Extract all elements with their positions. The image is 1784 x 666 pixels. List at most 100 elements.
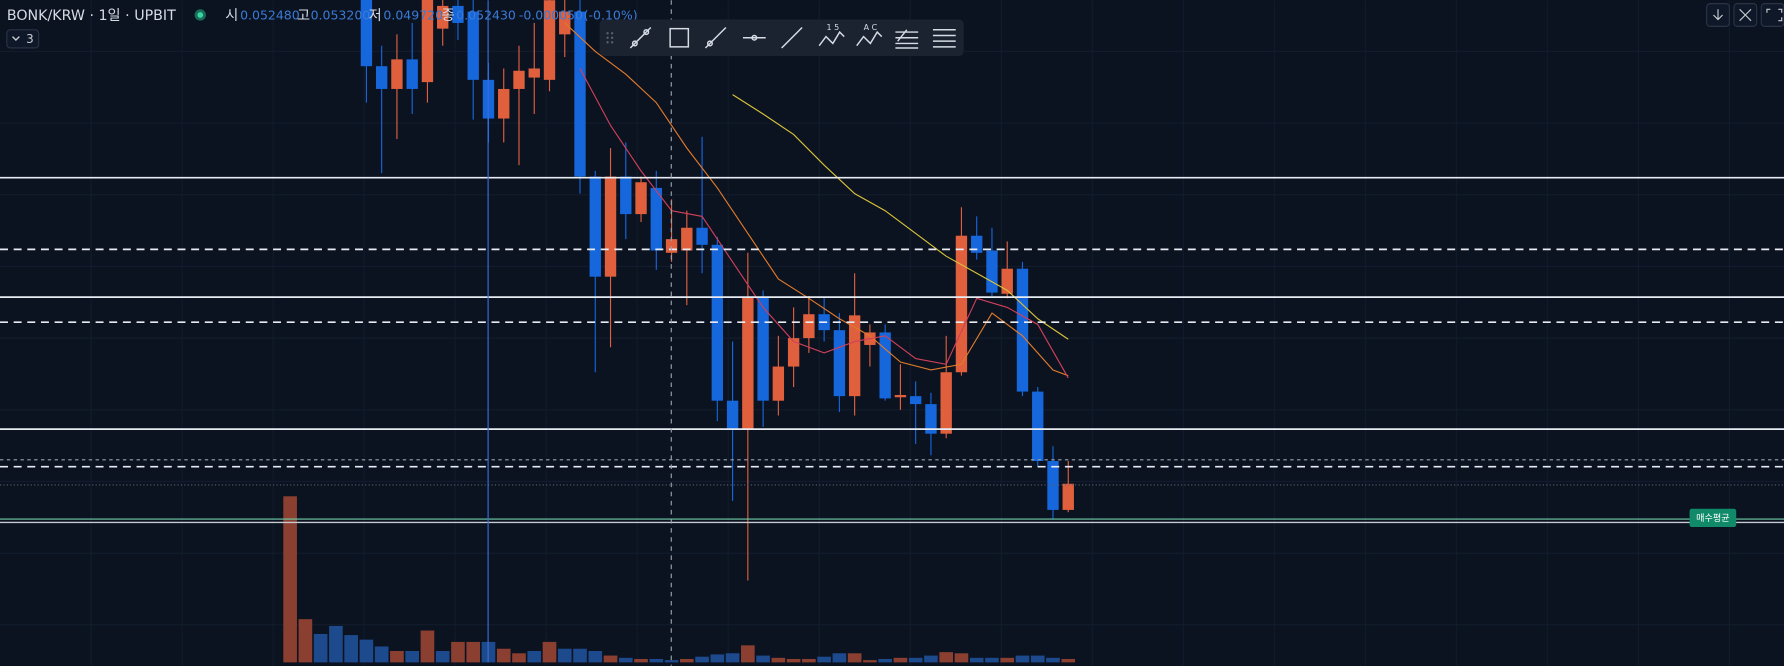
candle-body (635, 182, 647, 215)
low-value: 0.049720 (383, 8, 443, 23)
rect-tool[interactable] (669, 27, 690, 48)
candle-body (1016, 268, 1029, 392)
volume-bar (908, 657, 923, 663)
volume-bar (771, 657, 786, 663)
candle-body (574, 11, 586, 177)
candle-body (437, 5, 449, 29)
candle-body (848, 315, 861, 397)
volume-bar (847, 653, 862, 663)
volume-bar (679, 658, 694, 663)
open-value: 0.052480 (240, 8, 300, 23)
collapse-icon (1739, 8, 1752, 22)
volume-bar (618, 657, 633, 663)
volume-bar (329, 625, 343, 663)
volume-bar (985, 657, 999, 663)
volume-bar (313, 633, 328, 663)
fib-tool[interactable] (895, 29, 919, 49)
candle-body (879, 332, 891, 399)
candle-body (467, 11, 479, 80)
candle-body (650, 187, 662, 251)
candle-body (925, 404, 937, 434)
volume-bar (1046, 657, 1060, 663)
candle-body (772, 366, 785, 401)
volume-bar (542, 641, 557, 663)
chevron (12, 36, 20, 41)
high-value: 0.053200 (311, 8, 371, 23)
volume-bar (695, 656, 709, 663)
volume-bar (466, 641, 481, 663)
volume-bar (741, 645, 755, 663)
moving-average (564, 22, 1069, 377)
volume-bar (420, 630, 435, 663)
fullscreen-button[interactable] (1760, 3, 1784, 27)
volume-bar (390, 651, 404, 663)
hline-tool[interactable] (742, 34, 766, 41)
volume-bar (710, 654, 725, 663)
volume-bar (802, 658, 816, 663)
candle-body (971, 235, 983, 253)
wave-tool[interactable] (818, 30, 845, 47)
candle-body (757, 297, 769, 401)
volume-bar (1061, 658, 1076, 663)
avg-tag-bg (1689, 508, 1737, 527)
volume-bar (557, 648, 572, 663)
drawing-toolbar: 1 5 A C (599, 19, 964, 56)
volume-bar (878, 658, 892, 663)
candle-body (360, 0, 373, 67)
volume-bar (634, 658, 648, 663)
low-label: 저 (369, 7, 382, 24)
candle-body (1032, 391, 1044, 461)
volume-bar (817, 656, 831, 663)
volume-bar (924, 655, 938, 663)
collapse-button[interactable]: 3 (6, 29, 40, 49)
candle-body (803, 314, 815, 339)
candle-body (742, 297, 754, 430)
volume-bar (649, 658, 664, 663)
down-icon (1713, 9, 1723, 21)
candle-body (696, 227, 708, 245)
candle-body (543, 0, 556, 80)
candle-body (421, 0, 434, 83)
candle-body (726, 400, 739, 430)
trend-tool[interactable] (629, 26, 652, 49)
volume-bar (496, 648, 511, 663)
candle-body (406, 59, 418, 89)
open-label: 시 (225, 8, 238, 24)
volume-bar (1000, 657, 1015, 663)
menu-tool[interactable] (932, 29, 956, 48)
close-label: 종 (441, 8, 454, 24)
volume-bar (512, 653, 526, 663)
volume-bar (1030, 655, 1045, 663)
candle-body (620, 176, 632, 215)
candle-body (833, 330, 846, 397)
candle-body (604, 176, 617, 277)
header: BONK/KRW · 1일 · UPBIT 시 0.052480 고 0.053… (7, 7, 638, 24)
ray-tool[interactable] (704, 26, 727, 49)
volume-bar (603, 655, 618, 663)
close-value: 0.052430 (456, 8, 516, 23)
symbol: BONK/KRW · 1일 · UPBIT (7, 7, 176, 24)
status-dot (197, 12, 204, 18)
volume-bar (588, 651, 603, 663)
candle-body (1062, 483, 1074, 510)
fullscreen-icon (1766, 8, 1783, 22)
window-buttons (1706, 3, 1784, 27)
line-tool[interactable] (781, 26, 803, 49)
volume-bar (954, 653, 969, 663)
moving-average (732, 94, 1069, 340)
candle-body (513, 70, 525, 89)
candle-body (589, 176, 601, 277)
volume-bar (451, 641, 465, 663)
high-label: 고 (297, 8, 310, 24)
change-percent: (-0.10%) (584, 8, 638, 23)
volume-bar (374, 646, 389, 663)
volume-bar (359, 639, 374, 663)
abcd-tool[interactable] (856, 30, 883, 47)
volume-bar (969, 657, 984, 663)
collapse-box[interactable] (6, 29, 40, 49)
candle-body (559, 11, 571, 35)
volume-bar (1015, 655, 1030, 663)
volume-bar (527, 651, 542, 663)
